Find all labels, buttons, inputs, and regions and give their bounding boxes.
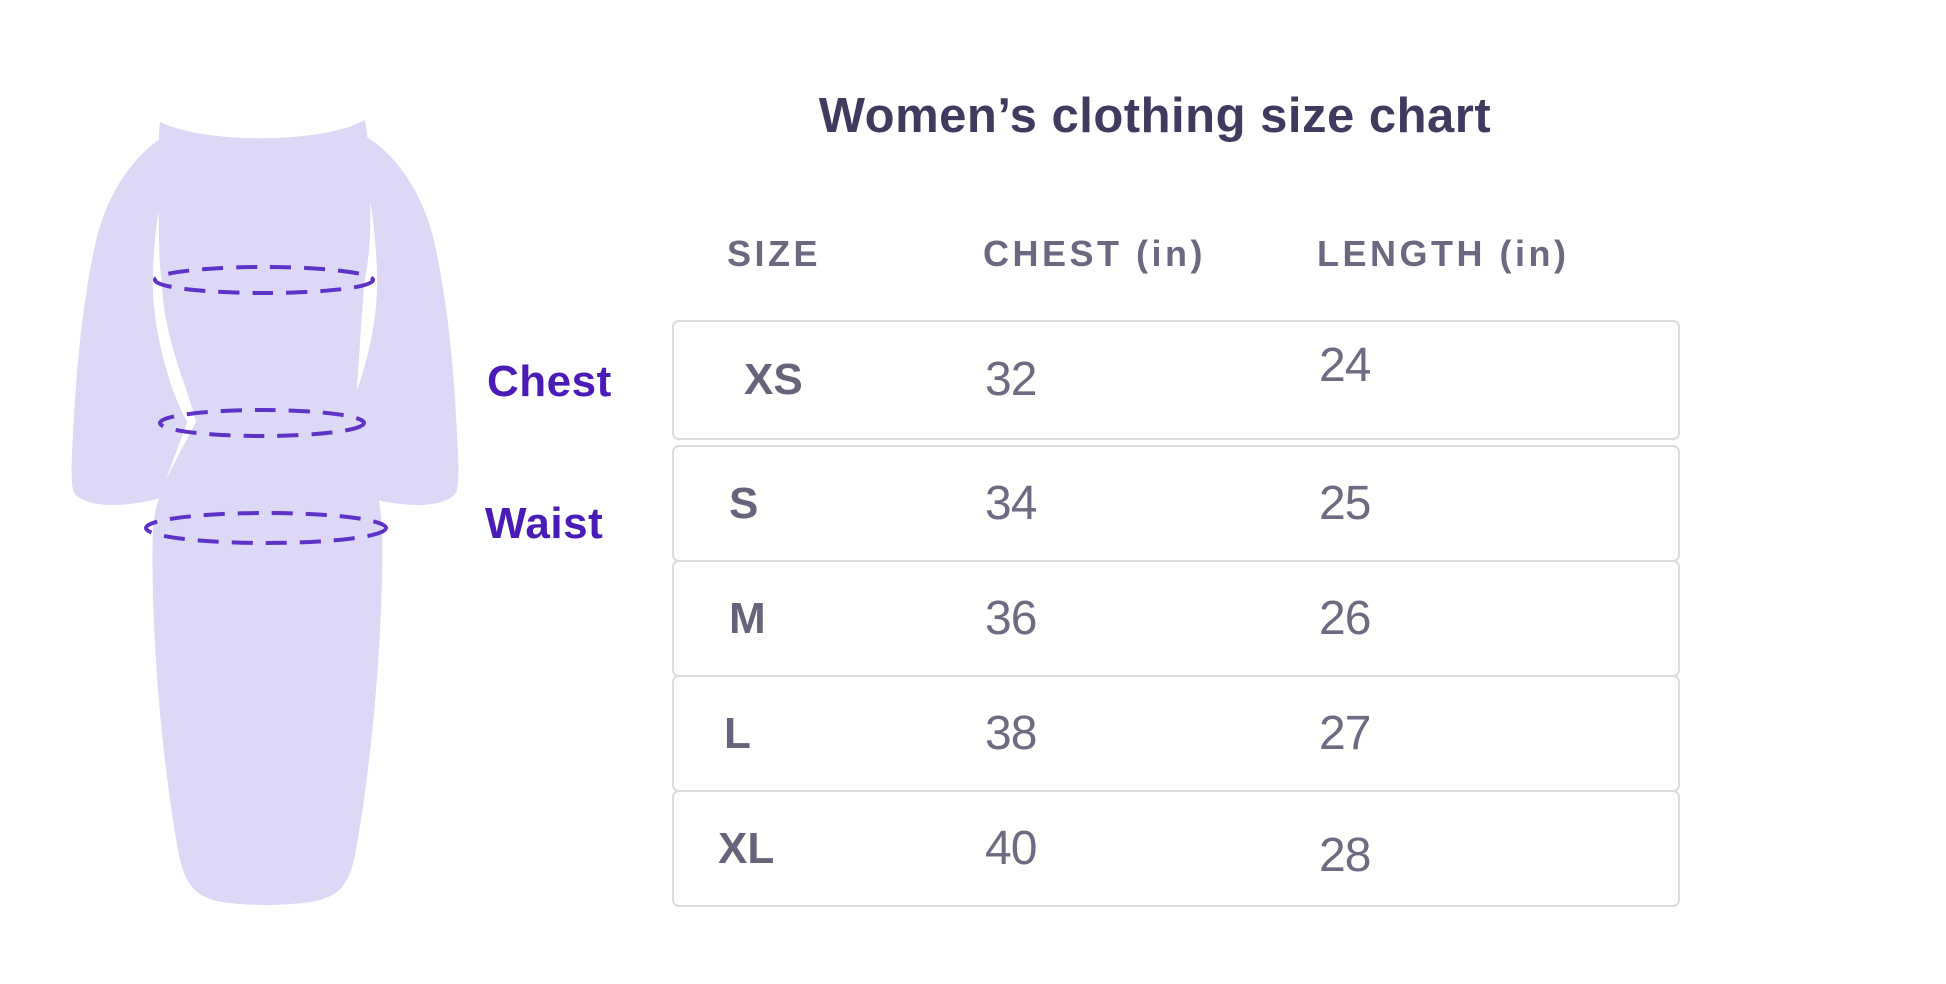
size-cell: S xyxy=(729,478,759,528)
table-header-row: SIZE CHEST (in) LENGTH (in) xyxy=(672,233,1680,275)
length-cell: 28 xyxy=(1319,828,1371,882)
column-header-size: SIZE xyxy=(727,233,822,274)
chest-cell: 40 xyxy=(985,821,1037,875)
chest-measure-ellipse xyxy=(153,265,375,295)
hip-measure-ellipse xyxy=(144,511,388,545)
column-header-chest: CHEST (in) xyxy=(983,233,1206,274)
chest-cell: 38 xyxy=(985,706,1037,760)
chest-cell: 36 xyxy=(985,591,1037,645)
table-row: XS 32 24 xyxy=(672,320,1680,440)
table-row: L 38 27 xyxy=(672,675,1680,792)
dress-left-sleeve xyxy=(66,121,193,510)
table-row: S 34 25 xyxy=(672,445,1680,562)
page-title: Women’s clothing size chart xyxy=(818,89,1492,143)
dress-silhouette-svg xyxy=(66,120,464,905)
chest-label: Chest xyxy=(487,357,612,406)
column-header-length: LENGTH (in) xyxy=(1317,233,1570,274)
length-cell: 25 xyxy=(1319,476,1371,530)
length-cell: 26 xyxy=(1319,591,1371,645)
length-cell: 27 xyxy=(1319,706,1371,760)
dress-body xyxy=(152,120,383,905)
waist-label: Waist xyxy=(485,499,604,548)
chest-cell: 32 xyxy=(985,353,1037,406)
size-cell: XS xyxy=(744,355,803,404)
size-table: SIZE CHEST (in) LENGTH (in) XS 32 24 S 3… xyxy=(672,233,1680,907)
table-row: M 36 26 xyxy=(672,560,1680,677)
dress-illustration: Chest Waist xyxy=(50,100,611,930)
size-cell: L xyxy=(724,708,751,758)
length-cell: 24 xyxy=(1319,339,1371,392)
size-cell: XL xyxy=(718,823,775,873)
table-row: XL 40 28 xyxy=(672,790,1680,907)
chest-cell: 34 xyxy=(985,476,1037,530)
size-cell: M xyxy=(729,593,766,643)
dress-right-sleeve xyxy=(337,121,464,510)
table-body: XS 32 24 S 34 25 M 36 26 L 38 27 XL 40 xyxy=(672,320,1680,907)
waist-measure-ellipse xyxy=(158,408,366,438)
